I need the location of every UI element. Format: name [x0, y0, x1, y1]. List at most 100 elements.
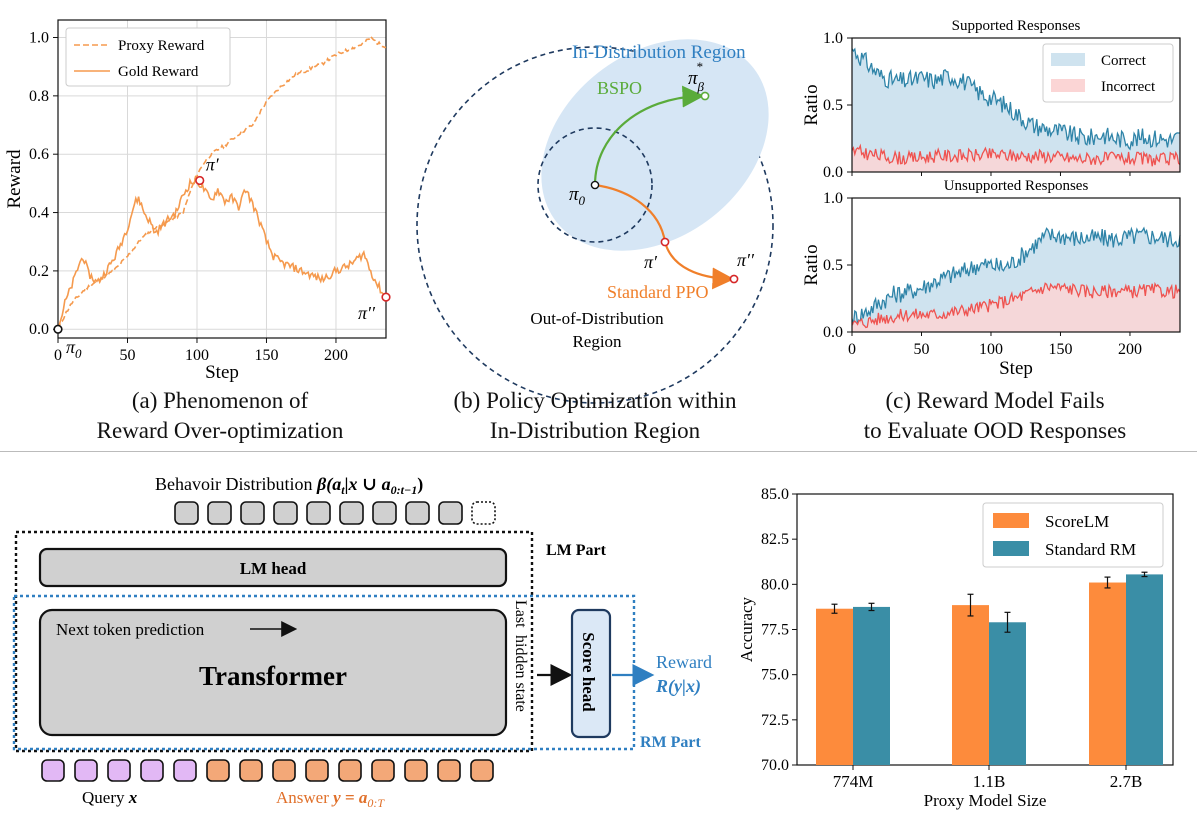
x-tick-label: 100 — [185, 347, 209, 364]
subplot-title: Unsupported Responses — [944, 178, 1089, 194]
legend-swatch — [1051, 53, 1085, 66]
y-axis-label: Accuracy — [737, 596, 756, 662]
y-tick-label: 85.0 — [761, 486, 789, 503]
answer-token — [206, 759, 230, 782]
panel-b-caption: (b) Policy Optimization within In-Distri… — [400, 386, 790, 446]
y-tick-label: 0.5 — [823, 97, 843, 114]
query-token — [41, 759, 65, 782]
pi-dprime-label: π′′ — [358, 303, 376, 323]
y-tick-label: 0.6 — [29, 146, 49, 163]
lm-part-label: LM Part — [546, 542, 607, 559]
bar-scorelm — [816, 608, 853, 765]
pi-prime-label: π′ — [644, 252, 658, 272]
query-label: Query x — [82, 788, 138, 807]
x-tick-label: 150 — [1048, 341, 1072, 358]
pi-prime-label: π′ — [206, 154, 220, 174]
transformer-label: Transformer — [199, 661, 347, 691]
y-tick-label: 0.0 — [823, 164, 843, 181]
y-tick-label: 0.2 — [29, 263, 49, 280]
query-token — [107, 759, 131, 782]
reward-label: Reward — [656, 652, 712, 672]
next-token-label: Next token prediction — [56, 620, 205, 639]
y-axis-label: Ratio — [801, 244, 822, 285]
y-tick-label: 0.0 — [29, 321, 49, 338]
query-token — [140, 759, 164, 782]
ood-label-line2: Region — [572, 332, 622, 351]
rm-part-label: RM Part — [640, 734, 702, 751]
y-tick-label: 1.0 — [823, 30, 843, 47]
accuracy-bar-chart: 70.0 72.5 75.0 77.5 80.0 82.5 85.0 Accuracy Prox… — [737, 486, 1174, 810]
y-tick-label: 70.0 — [761, 757, 789, 774]
behavior-distribution-label: Behavoir Distribution β(at|x ∪ a0:t−1) — [155, 474, 423, 497]
panel-c-caption: (c) Reward Model Fails to Evaluate OOD R… — [800, 386, 1190, 446]
query-token — [74, 759, 98, 782]
series-gold-reward — [57, 175, 387, 330]
answer-label: Answer y = a0:T — [276, 788, 385, 810]
ood-boundary-circle — [416, 46, 774, 404]
x-tick-label: 200 — [1118, 341, 1142, 358]
pi-dprime-point — [729, 274, 739, 284]
y-tick-label: 0.0 — [823, 324, 843, 341]
section-divider — [0, 451, 1197, 452]
panel-c-caption-line1: (c) Reward Model Fails — [885, 388, 1105, 413]
score-head-label: Score head — [579, 632, 598, 712]
answer-token — [272, 759, 296, 782]
line-correct — [851, 226, 1181, 326]
legend-entry: Standard RM — [1045, 540, 1136, 559]
marker-point — [53, 324, 63, 334]
y-tick-label: 1.0 — [823, 190, 843, 207]
plot-frame — [57, 19, 387, 339]
score-head-box — [570, 608, 612, 739]
bspo-arrow — [593, 85, 705, 186]
panel-c-ratio-charts: Supported Responses 0.0 0.5 1.0 Ratio Unsuppo… — [801, 18, 1181, 379]
behavior-token — [405, 501, 430, 525]
query-token — [173, 759, 197, 782]
reward-math: R(y|x) — [655, 676, 701, 697]
behavior-token — [240, 501, 265, 525]
pi-dprime-label: π′′ — [737, 250, 755, 270]
scorelm-architecture-diagram: Behavoir Distribution β(at|x ∪ a0:t−1) L… — [12, 474, 712, 810]
behavior-token — [306, 501, 331, 525]
bar-standard-rm — [853, 606, 890, 765]
behavior-token — [372, 501, 397, 525]
panel-b-caption-line1: (b) Policy Optimization within — [453, 388, 737, 413]
y-tick-label: 82.5 — [761, 531, 789, 548]
behavior-token — [207, 501, 232, 525]
in-distribution-region — [541, 39, 769, 251]
pi-beta-point — [700, 91, 710, 101]
marker-point — [381, 292, 391, 302]
lm-head-label: LM head — [240, 559, 307, 578]
legend-entry: ScoreLM — [1045, 512, 1109, 531]
pi0-label: π0 — [66, 337, 82, 361]
x-tick-label: 1.1B — [973, 772, 1006, 791]
marker-point — [195, 175, 205, 186]
bar-scorelm — [1089, 582, 1126, 765]
transformer-box — [38, 608, 508, 737]
x-axis-label: Step — [999, 358, 1033, 379]
initial-policy-circle — [537, 127, 653, 243]
series-proxy-reward — [57, 34, 387, 330]
legend-entry: Correct — [1101, 53, 1147, 69]
legend-entry: Gold Reward — [118, 64, 199, 80]
behavior-token — [438, 501, 463, 525]
ood-label-line1: Out-of-Distribution — [530, 309, 664, 328]
panel-a-caption: (a) Phenomenon of Reward Over-optimizati… — [20, 386, 420, 446]
x-tick-label: 50 — [119, 347, 135, 364]
subplot-title: Supported Responses — [952, 18, 1081, 34]
x-tick-label: 0 — [848, 341, 856, 358]
x-axis-label: Step — [205, 362, 239, 383]
y-axis-label: Ratio — [801, 84, 822, 125]
x-tick-label: 2.7B — [1110, 772, 1143, 791]
bar-standard-rm — [1126, 574, 1163, 765]
behavior-token-row — [174, 501, 496, 525]
behavior-token-next — [471, 501, 496, 525]
panel-b-policy-diagram: In-Distribution Region BSPO πβ* π0 π′ π′… — [416, 39, 774, 404]
answer-token — [338, 759, 362, 782]
y-tick-label: 0.5 — [823, 257, 843, 274]
x-axis-label: Proxy Model Size — [924, 791, 1047, 810]
legend-swatch — [993, 513, 1029, 528]
x-tick-label: 50 — [913, 341, 929, 358]
lm-head-box — [38, 547, 508, 588]
